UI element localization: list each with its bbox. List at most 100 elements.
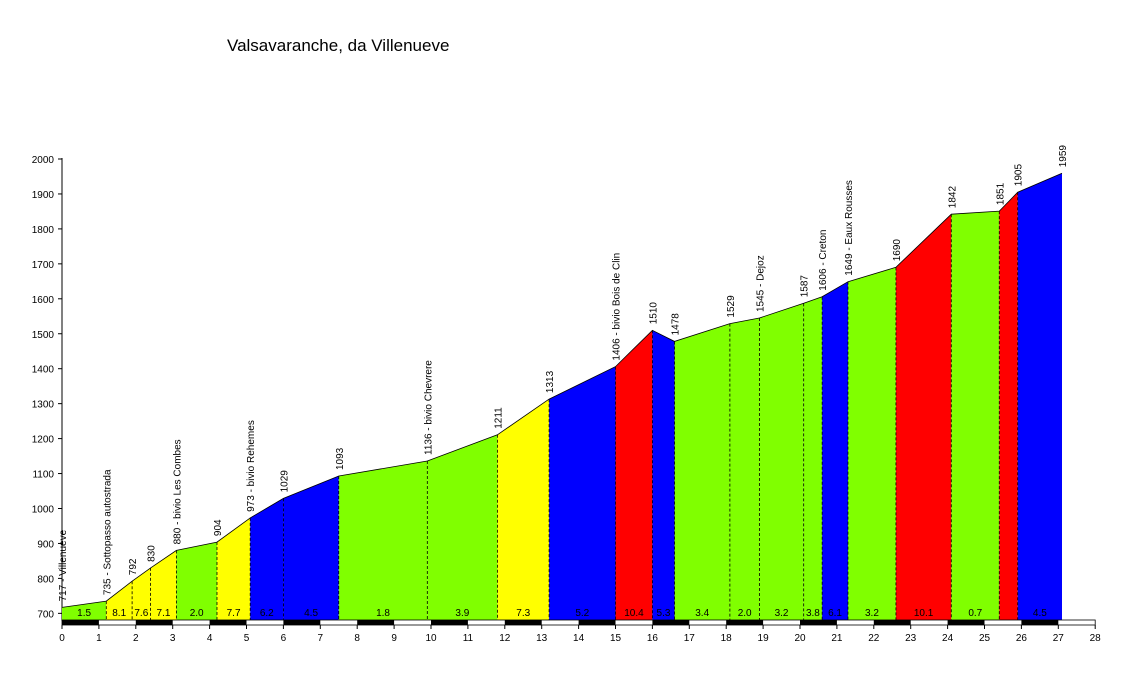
x-tick-label: 16 xyxy=(647,633,659,644)
profile-segment xyxy=(497,399,550,620)
point-label: 904 xyxy=(213,519,224,536)
point-label: 1606 - Creton xyxy=(818,230,829,291)
gradient-label: 1.5 xyxy=(77,608,91,619)
profile-segment xyxy=(615,330,653,620)
x-axis-band-block xyxy=(431,620,468,625)
y-tick-label: 1900 xyxy=(32,190,55,201)
profile-segment xyxy=(427,434,498,620)
chart-title: Valsavaranche, da Villenueve xyxy=(227,36,449,55)
x-tick-label: 19 xyxy=(758,633,770,644)
gradient-label: 7.6 xyxy=(134,608,148,619)
x-axis-band-block xyxy=(1021,620,1059,625)
point-label: 973 - bivio Rehemes xyxy=(246,420,257,512)
x-axis-band-block xyxy=(947,620,985,625)
x-tick-label: 0 xyxy=(59,633,65,644)
x-axis-band-block xyxy=(726,620,764,625)
point-label: 1587 xyxy=(800,275,811,298)
segment-dividers xyxy=(105,192,1019,620)
y-tick-label: 1700 xyxy=(32,260,55,271)
profile-segment xyxy=(176,542,217,620)
y-tick-label: 1500 xyxy=(32,330,55,341)
x-tick-label: 21 xyxy=(831,633,843,644)
profile-segment xyxy=(62,601,107,620)
profile-segment xyxy=(106,581,133,620)
gradient-label: 5.2 xyxy=(575,608,589,619)
point-label: 1478 xyxy=(671,313,682,336)
x-tick-label: 18 xyxy=(721,633,733,644)
x-tick-label: 10 xyxy=(425,633,437,644)
point-label: 1211 xyxy=(493,407,504,429)
point-labels: 717 - Villenueve 735 - Sottopasso autostr… xyxy=(58,145,1069,602)
x-tick-label: 25 xyxy=(979,633,991,644)
profile-segment xyxy=(822,281,848,620)
profile-line xyxy=(61,172,1063,608)
y-tick-label: 1000 xyxy=(32,505,55,516)
gradient-label: 10.1 xyxy=(914,608,934,619)
x-axis-band-block xyxy=(357,620,395,625)
x-tick-label: 22 xyxy=(868,633,880,644)
x-tick-label: 20 xyxy=(794,633,806,644)
point-label: 1545 - Dejoz xyxy=(755,255,766,312)
gradient-label: 3.8 xyxy=(806,608,820,619)
point-label: 1851 xyxy=(995,182,1006,205)
x-tick-label: 7 xyxy=(318,633,324,644)
gradient-label: 3.2 xyxy=(775,608,789,619)
profile-segment xyxy=(652,330,675,620)
profile-segment xyxy=(951,211,1000,620)
x-axis-band-block xyxy=(62,620,99,625)
point-label: 735 - Sottopasso autostrada xyxy=(102,469,113,595)
point-label: 1510 xyxy=(648,302,659,325)
x-tick-label: 4 xyxy=(207,633,213,644)
profile-segment xyxy=(674,323,730,620)
point-label: 830 xyxy=(147,545,158,562)
x-tick-label: 27 xyxy=(1053,633,1065,644)
point-label: 1093 xyxy=(335,447,346,470)
profile-segment xyxy=(150,550,177,620)
gradient-label: 3.9 xyxy=(455,608,469,619)
x-tick-label: 2 xyxy=(133,633,139,644)
x-tick-label: 23 xyxy=(905,633,917,644)
x-tick-label: 24 xyxy=(942,633,954,644)
point-label: 1313 xyxy=(545,370,556,393)
gradient-label: 8.1 xyxy=(112,608,126,619)
x-tick-label: 28 xyxy=(1090,633,1102,644)
gradient-label: 5.3 xyxy=(657,608,671,619)
gradient-label: 2.0 xyxy=(738,608,752,619)
x-tick-label: 13 xyxy=(536,633,548,644)
gradient-label: 4.5 xyxy=(304,608,318,619)
profile-segment xyxy=(999,192,1018,620)
gradient-label: 6.2 xyxy=(260,608,274,619)
point-label: 1905 xyxy=(1014,164,1025,187)
profile-areas xyxy=(61,172,1063,621)
profile-segment xyxy=(338,461,428,620)
profile-segment xyxy=(759,303,804,620)
x-tick-label: 3 xyxy=(170,633,176,644)
x-tick-label: 6 xyxy=(281,633,287,644)
point-label: 1649 - Eaux Rousses xyxy=(844,180,855,276)
profile-segment xyxy=(729,318,760,620)
gradient-label: 6.1 xyxy=(828,608,842,619)
x-tick-label: 1 xyxy=(96,633,102,644)
x-tick-label: 8 xyxy=(354,633,360,644)
point-label: 880 - bivio Les Combes xyxy=(172,439,183,544)
x-axis-band-block xyxy=(504,620,542,625)
x-axis-band-block xyxy=(652,620,690,625)
x-tick-label: 12 xyxy=(499,633,511,644)
y-tick-label: 1400 xyxy=(32,365,55,376)
gradient-labels: 1.5 8.1 7.6 7.1 2.0 7.7 6.2 4.5 1.8 3.9 7.3 5.2 10.4… xyxy=(77,608,1047,619)
x-tick-label: 11 xyxy=(463,633,474,644)
point-label: 1690 xyxy=(892,239,903,262)
gradient-label: 1.8 xyxy=(376,608,390,619)
point-label: 792 xyxy=(128,558,139,575)
x-tick-label: 9 xyxy=(391,633,397,644)
profile-segment xyxy=(250,498,284,620)
x-tick-label: 26 xyxy=(1016,633,1028,644)
profile-segment xyxy=(895,214,952,620)
x-axis-band-block xyxy=(800,620,837,625)
x-tick-label: 17 xyxy=(684,633,696,644)
x-axis-band-block xyxy=(209,620,247,625)
gradient-label: 2.0 xyxy=(190,608,204,619)
x-axis-band-block xyxy=(578,620,616,625)
point-label: 1136 - bivio Chevrere xyxy=(423,360,434,455)
profile-segment xyxy=(217,517,251,620)
